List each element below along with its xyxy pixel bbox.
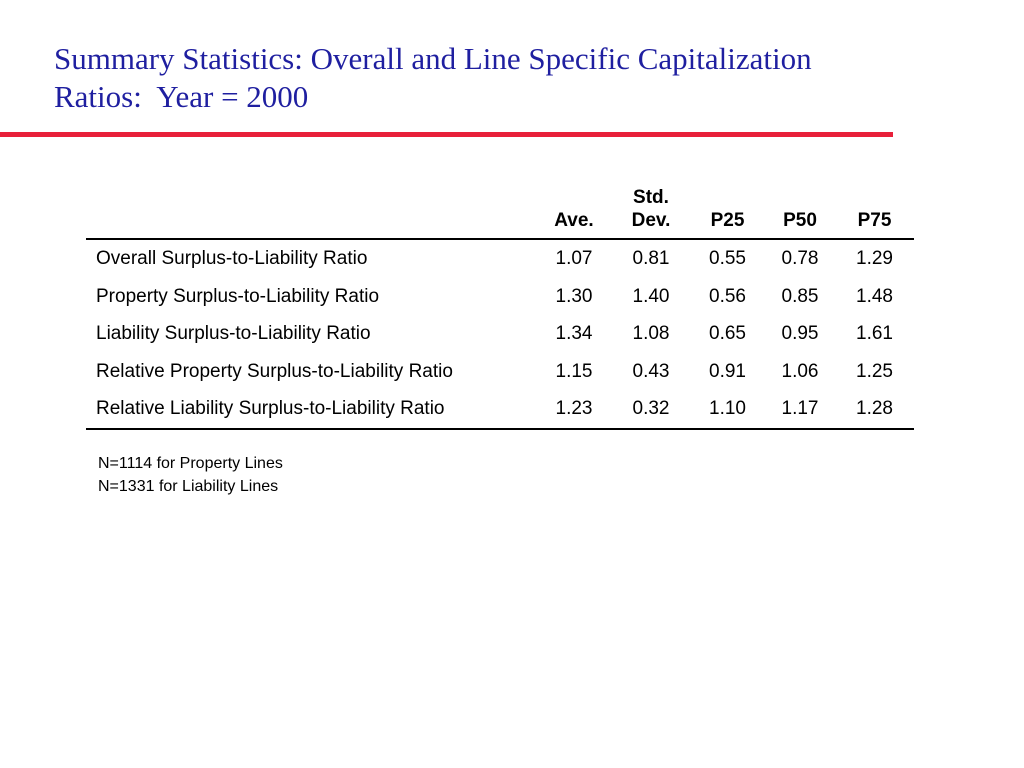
cell-p75: 1.48 [856, 285, 893, 307]
cell-std: 1.08 [632, 323, 670, 344]
cell-ave: 1.15 [555, 360, 593, 382]
table-header-row: Ave. Std. Dev. P25 P50 P75 [86, 182, 914, 240]
row-label: Property Surplus-to-Liability Ratio [96, 285, 380, 307]
cell-p75: 1.61 [856, 323, 893, 344]
cell-p50: 0.85 [781, 285, 819, 307]
header-p50-text: P50 [783, 210, 817, 231]
cell-p75: 1.25 [856, 360, 893, 382]
header-ave-text: Ave. [554, 210, 594, 231]
cell-p75: 1.29 [856, 248, 893, 269]
header-ave: Ave. [536, 182, 612, 240]
cell-std: 1.40 [632, 285, 670, 307]
table-row: Relative Property Surplus-to-Liability R… [86, 353, 914, 391]
footnote-liability-lines: N=1331 for Liability Lines [98, 478, 279, 495]
header-p25-text: P25 [710, 210, 745, 231]
cell-std: 0.81 [632, 248, 670, 269]
table-row: Liability Surplus-to-Liability Ratio 1.3… [86, 315, 914, 353]
cell-p50: 1.06 [781, 360, 819, 382]
cell-ave: 1.34 [555, 323, 593, 344]
cell-ave: 1.30 [555, 285, 593, 307]
cell-p50: 0.95 [781, 323, 819, 344]
cell-p50: 1.17 [765, 390, 835, 430]
row-label: Overall Surplus-to-Liability Ratio [96, 248, 368, 269]
header-p50: P50 [765, 182, 835, 240]
title-divider [0, 132, 893, 137]
slide-title: Summary Statistics: Overall and Line Spe… [54, 40, 954, 116]
row-label: Relative Liability Surplus-to-Liability … [86, 390, 536, 430]
header-std-line-2: Dev. [631, 210, 671, 231]
cell-p25: 0.91 [709, 360, 746, 382]
summary-statistics-table: Ave. Std. Dev. P25 P50 P75 Overall Surpl… [86, 182, 914, 430]
cell-p25: 0.56 [709, 285, 746, 307]
row-label: Liability Surplus-to-Liability Ratio [96, 323, 371, 344]
header-p25: P25 [690, 182, 765, 240]
cell-p25: 0.65 [709, 323, 746, 344]
header-std-dev: Std. Dev. [612, 182, 690, 240]
cell-p50: 0.78 [781, 248, 819, 269]
header-label [86, 182, 536, 240]
slide-title-line-1: Summary Statistics: Overall and Line Spe… [54, 41, 812, 76]
cell-ave: 1.07 [555, 248, 593, 269]
row-label: Relative Property Surplus-to-Liability R… [96, 360, 453, 382]
cell-p25: 0.55 [709, 248, 746, 269]
table-row: Property Surplus-to-Liability Ratio 1.30… [86, 278, 914, 316]
cell-std: 0.43 [632, 360, 670, 382]
header-std-line-1: Std. [633, 187, 669, 208]
table-footnotes: N=1114 for Property Lines N=1331 for Lia… [98, 452, 283, 498]
cell-p25: 1.10 [690, 390, 765, 430]
footnote-property-lines: N=1114 for Property Lines [98, 455, 283, 472]
cell-std: 0.32 [612, 390, 690, 430]
cell-p75: 1.28 [835, 390, 914, 430]
cell-ave: 1.23 [536, 390, 612, 430]
table-row: Overall Surplus-to-Liability Ratio 1.07 … [86, 239, 914, 278]
slide-title-line-2: Ratios: Year = 2000 [54, 79, 309, 114]
header-p75-text: P75 [857, 210, 892, 231]
header-p75: P75 [835, 182, 914, 240]
table-row: Relative Liability Surplus-to-Liability … [86, 390, 914, 430]
